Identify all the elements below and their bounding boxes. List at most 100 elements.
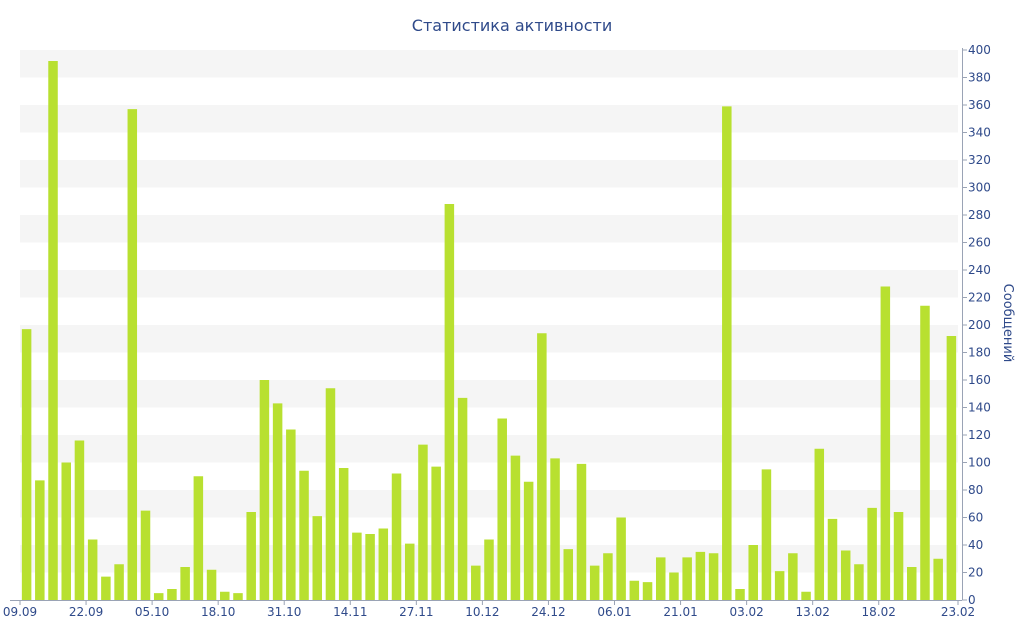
bar[interactable] [365, 534, 375, 600]
bar[interactable] [74, 440, 85, 601]
bar[interactable] [206, 569, 217, 600]
y-tick-label: 300 [968, 181, 991, 195]
bar[interactable] [378, 528, 389, 601]
bar[interactable] [431, 466, 441, 601]
bar[interactable] [933, 558, 943, 600]
y-tick-label: 160 [968, 373, 991, 387]
bar[interactable] [471, 565, 481, 601]
y-tick-label: 280 [968, 208, 991, 222]
bar[interactable] [774, 571, 785, 601]
x-tick-label: 10.12 [465, 605, 499, 619]
x-tick-label: 09.09 [3, 605, 37, 619]
y-tick-label: 200 [968, 318, 991, 332]
bar[interactable] [920, 305, 930, 600]
y-tick-label: 260 [968, 236, 991, 250]
y-tick-label: 60 [968, 511, 983, 525]
bar[interactable] [550, 458, 560, 601]
bar[interactable] [418, 444, 428, 601]
bar[interactable] [603, 553, 613, 600]
x-tick-label: 06.01 [597, 605, 631, 619]
bar[interactable] [352, 532, 362, 601]
x-tick-label: 27.11 [399, 605, 433, 619]
x-tick-label: 21.01 [663, 605, 697, 619]
bar[interactable] [669, 572, 679, 601]
chart-title: Статистика активности [411, 16, 613, 35]
bar[interactable] [616, 517, 626, 601]
bar[interactable] [180, 567, 190, 600]
bar[interactable] [167, 589, 177, 600]
bar[interactable] [801, 591, 811, 600]
bar[interactable] [946, 336, 957, 600]
bar[interactable] [523, 481, 534, 600]
bar[interactable] [788, 553, 798, 600]
x-tick-label: 14.11 [333, 605, 367, 619]
grid-band [20, 105, 958, 133]
bar[interactable] [827, 518, 838, 601]
bar[interactable] [854, 564, 864, 600]
bar[interactable] [391, 473, 402, 601]
bar[interactable] [193, 476, 204, 600]
bar[interactable] [563, 549, 574, 601]
grid-band [20, 435, 958, 463]
bar[interactable] [497, 418, 507, 601]
bar[interactable] [840, 550, 851, 601]
y-tick-label: 0 [968, 593, 976, 607]
bar[interactable] [48, 61, 58, 600]
x-tick-label: 31.10 [267, 605, 301, 619]
bar[interactable] [880, 286, 891, 601]
bar[interactable] [510, 455, 521, 601]
bar[interactable] [35, 480, 45, 601]
bar[interactable] [484, 539, 494, 601]
bar[interactable] [312, 516, 323, 601]
bar[interactable] [233, 593, 243, 601]
bar[interactable] [259, 380, 270, 600]
bar[interactable] [655, 557, 666, 601]
bar[interactable] [708, 553, 719, 600]
bar[interactable] [61, 462, 71, 601]
bar[interactable] [272, 403, 283, 601]
y-tick-label: 120 [968, 428, 991, 442]
bar[interactable] [286, 429, 296, 601]
bar[interactable] [722, 106, 732, 601]
bar[interactable] [325, 388, 336, 600]
y-tick-label: 80 [968, 483, 983, 497]
x-tick-label: 23.02 [941, 605, 975, 619]
grid-band [20, 380, 958, 408]
bar[interactable] [127, 109, 138, 601]
y-tick-label: 380 [968, 71, 991, 85]
bar[interactable] [867, 507, 877, 601]
bar[interactable] [114, 564, 124, 600]
bar[interactable] [220, 591, 230, 600]
y-tick-label: 140 [968, 401, 991, 415]
bar[interactable] [682, 557, 692, 601]
bar[interactable] [642, 582, 653, 601]
x-tick-label: 18.10 [201, 605, 235, 619]
bar[interactable] [404, 543, 415, 601]
bar[interactable] [299, 470, 309, 600]
bar[interactable] [246, 512, 256, 600]
bar[interactable] [695, 551, 706, 601]
bar[interactable] [748, 545, 758, 600]
y-tick-label: 180 [968, 346, 991, 360]
bar[interactable] [21, 329, 32, 601]
bar[interactable] [589, 565, 600, 601]
bar[interactable] [893, 512, 904, 600]
bar[interactable] [761, 469, 772, 601]
bar[interactable] [101, 576, 111, 601]
bar[interactable] [140, 510, 151, 601]
grid-band [20, 325, 958, 353]
bar[interactable] [576, 463, 587, 601]
y-tick-label: 20 [968, 566, 983, 580]
x-tick-label: 18.02 [862, 605, 896, 619]
bar[interactable] [629, 580, 640, 600]
bar[interactable] [537, 333, 547, 600]
bar[interactable] [444, 204, 455, 600]
bar[interactable] [457, 397, 468, 601]
bar[interactable] [814, 448, 825, 600]
bar[interactable] [735, 589, 745, 600]
bar[interactable] [87, 539, 98, 601]
grid-band [20, 215, 958, 243]
bar[interactable] [907, 567, 917, 600]
bar[interactable] [153, 593, 164, 601]
bar[interactable] [338, 468, 349, 600]
